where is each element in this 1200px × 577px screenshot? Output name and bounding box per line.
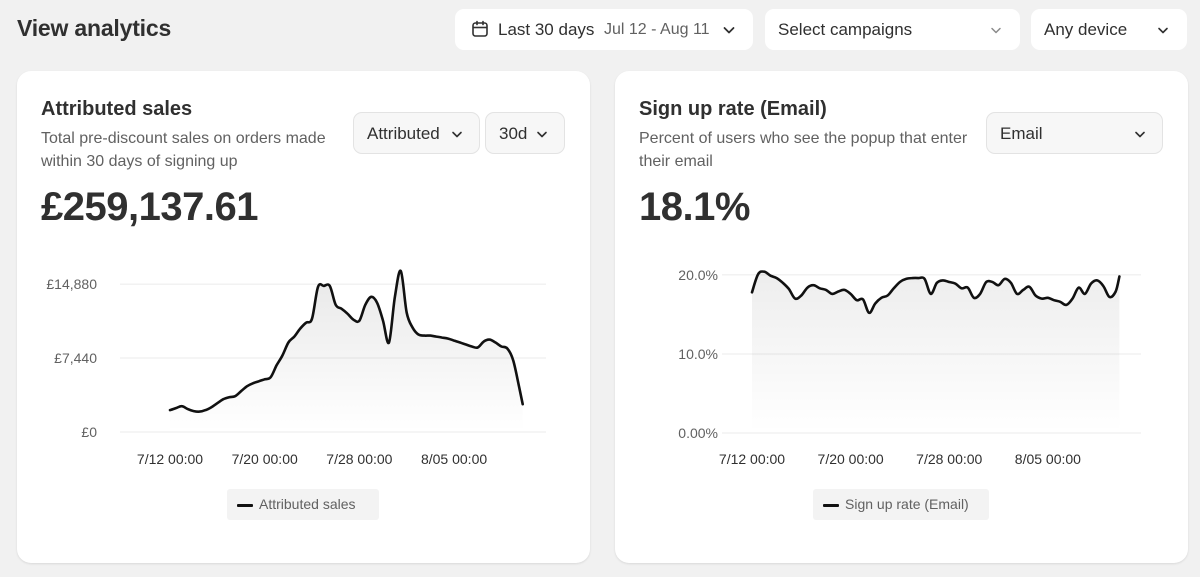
legend-label: Sign up rate (Email) [845,496,969,512]
x-tick-label: 7/20 00:00 [232,451,298,467]
date-range-label: Last 30 days [498,20,595,39]
card-subtitle: Total pre-discount sales on orders made … [41,130,326,170]
chevron-down-icon [449,126,465,147]
card-subtitle: Percent of users who see the popup that … [639,130,968,170]
device-select[interactable]: Any device [1031,9,1187,50]
x-tick-label: 8/05 00:00 [421,451,487,467]
series-line [168,269,524,413]
x-tick-label: 8/05 00:00 [1015,451,1081,467]
y-tick-label: 10.0% [678,346,718,362]
series-area [170,270,523,432]
metric-value: 18.1% [639,185,750,229]
metric-value: £259,137.61 [41,185,258,229]
series-area [752,271,1120,433]
y-tick-label: £7,440 [54,350,97,366]
calendar-icon [471,20,489,43]
y-tick-label: £0 [81,424,97,440]
series-line [750,270,1121,315]
card-title: Attributed sales [41,98,193,120]
chevron-down-icon [1155,22,1171,43]
attribution-mode-select[interactable]: Attributed [353,112,480,154]
signup-type-select[interactable]: Email [986,112,1163,154]
y-tick-label: £14,880 [46,276,97,292]
x-tick-label: 7/12 00:00 [137,451,203,467]
chevron-down-icon [534,126,550,147]
y-tick-label: 0.00% [678,425,718,441]
date-range-filter[interactable]: Last 30 days Jul 12 - Aug 11 [455,9,753,50]
x-tick-label: 7/20 00:00 [818,451,884,467]
x-tick-label: 7/12 00:00 [719,451,785,467]
campaigns-select[interactable]: Select campaigns [765,9,1020,50]
legend-swatch [823,504,839,507]
x-tick-label: 7/28 00:00 [326,451,392,467]
top-bar: View analytics Last 30 days Jul 12 - Aug… [0,0,1200,60]
legend-label: Attributed sales [259,496,356,512]
signup-rate-card: Sign up rate (Email) Percent of users wh… [615,71,1188,563]
campaigns-select-label: Select campaigns [778,20,913,39]
attribution-mode-label: Attributed [367,124,440,143]
chevron-down-icon [1132,126,1148,147]
attribution-window-label: 30d [499,124,528,143]
page-title: View analytics [17,15,172,41]
chevron-down-icon [988,22,1004,43]
legend-swatch [237,504,253,507]
signup-rate-chart: 0.00% 10.0% 20.0% 7/12 00:00 7/20 00:00 7/28 … [678,267,1141,467]
attributed-sales-chart: £0 £7,440 £14,880 7/12 00:00 7/20 00:00 7/28 … [46,269,546,467]
x-tick-label: 7/28 00:00 [916,451,982,467]
date-range-value: Jul 12 - Aug 11 [604,21,710,38]
signup-type-label: Email [1000,124,1043,143]
y-tick-label: 20.0% [678,267,718,283]
chart-legend[interactable]: Attributed sales [227,489,379,520]
chart-legend[interactable]: Sign up rate (Email) [813,489,989,520]
attributed-sales-card: Attributed sales Total pre-discount sale… [17,71,590,563]
device-select-label: Any device [1044,20,1128,39]
chevron-down-icon [721,22,737,43]
attribution-window-select[interactable]: 30d [485,112,565,154]
card-title: Sign up rate (Email) [639,98,827,120]
